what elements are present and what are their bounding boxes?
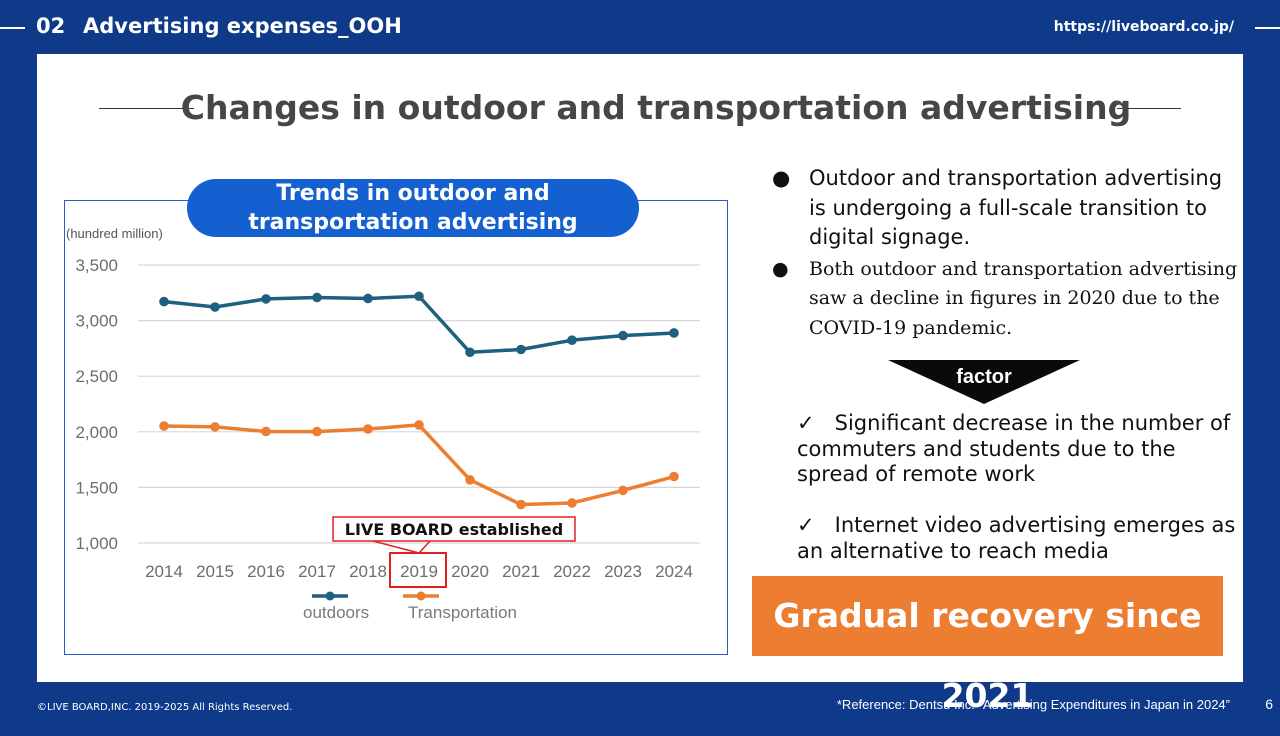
factor-arrow-icon: [888, 360, 1080, 404]
reference-note: *Reference: Dentsu Inc. “Advertising Exp…: [836, 697, 1230, 712]
series-line-outdoors: [163, 294, 675, 355]
chart-title-line-1: Trends in outdoor and: [276, 181, 550, 206]
series-line-transportation: [163, 423, 675, 507]
data-point-outdoors: [567, 335, 577, 345]
line-chart: 3,500 3,000 2,500 2,000 1,500 1,000 (hundred m…: [66, 226, 700, 622]
bullet-text-2: Both outdoor and transportation advertis…: [809, 257, 1238, 339]
header-line-right: [1255, 27, 1280, 29]
x-tick-label: 2018: [349, 562, 387, 581]
check-item-2: ✓ Internet video advertising emerges as …: [797, 513, 1237, 564]
check-icon: ✓: [797, 411, 815, 435]
legend-marker-outdoors: [325, 591, 335, 601]
copyright: ©LIVE BOARD,INC. 2019-2025 All Rights Re…: [37, 702, 293, 713]
annotation-label-box: [332, 516, 576, 542]
data-point-outdoors: [159, 296, 169, 307]
y-tick-label: 2,500: [75, 367, 118, 386]
annotation-label: LIVE BOARD established: [345, 520, 563, 539]
check-text-2: Internet video advertising emerges as an…: [797, 513, 1236, 563]
legend-marker-transportation: [416, 591, 426, 601]
data-point-outdoors: [261, 294, 271, 304]
x-tick-label: 2022: [553, 562, 591, 581]
site-url[interactable]: https://liveboard.co.jp/: [1053, 19, 1234, 35]
conclusion-banner: Gradual recovery since 2021: [752, 576, 1223, 715]
y-unit-label: (hundred million): [66, 226, 163, 241]
legend-label-transportation: Transportation: [408, 603, 517, 622]
bullet-item-2: ● Both outdoor and transportation advert…: [770, 255, 1240, 344]
check-icon: ✓: [797, 513, 815, 537]
data-point-transportation: [567, 498, 577, 508]
title-rule-right: [1117, 108, 1181, 109]
data-point-transportation: [261, 426, 271, 437]
data-point-transportation: [618, 485, 628, 496]
bullet-dot-icon: ●: [772, 166, 791, 190]
data-point-outdoors: [669, 328, 679, 338]
data-point-transportation: [414, 420, 424, 430]
chart-title: Trends in outdoor and transportation adv…: [187, 179, 639, 264]
header-line-left: [0, 27, 25, 29]
y-tick-label: 1,500: [75, 478, 118, 497]
x-tick-label: 2021: [502, 562, 540, 581]
y-tick-label: 1,000: [75, 534, 118, 553]
x-tick-label: 2024: [655, 562, 693, 581]
data-point-transportation: [159, 421, 169, 431]
bullet-dot-icon: ●: [772, 257, 789, 280]
x-tick-label: 2016: [247, 562, 285, 581]
check-text-1: Significant decrease in the number of co…: [797, 411, 1231, 486]
section-title: Advertising expenses_OOH: [83, 14, 402, 38]
title-rule-left: [99, 108, 194, 109]
data-point-outdoors: [618, 330, 628, 341]
x-tick-label: 2019: [400, 562, 438, 581]
y-tick-label: 2,000: [75, 423, 118, 442]
factor-label: factor: [956, 366, 1012, 388]
data-point-transportation: [669, 471, 679, 482]
legend-label-outdoors: outdoors: [303, 603, 369, 622]
data-point-outdoors: [210, 302, 220, 312]
data-point-transportation: [363, 424, 373, 434]
y-tick-label: 3,500: [75, 256, 118, 275]
y-tick-label: 3,000: [75, 312, 118, 331]
data-point-outdoors: [465, 347, 475, 358]
page-number: 6: [1265, 696, 1273, 712]
data-point-transportation: [312, 426, 322, 437]
data-point-outdoors: [312, 292, 322, 303]
x-tick-label: 2020: [451, 562, 489, 581]
bullet-list: ● Outdoor and transportation advertising…: [770, 164, 1240, 343]
data-point-transportation: [516, 499, 526, 510]
data-point-transportation: [210, 422, 220, 432]
slide-title: Changes in outdoor and transportation ad…: [180, 88, 1132, 127]
data-point-outdoors: [414, 291, 424, 302]
chart-title-line-2: transportation advertising expenses: [248, 210, 578, 264]
x-tick-label: 2023: [604, 562, 642, 581]
data-point-outdoors: [363, 293, 373, 304]
section-number: 02: [36, 14, 66, 38]
check-item-1: ✓ Significant decrease in the number of …: [797, 411, 1237, 488]
x-tick-label: 2015: [196, 562, 234, 581]
x-tick-label: 2017: [298, 562, 336, 581]
data-point-transportation: [465, 475, 475, 485]
x-tick-label: 2014: [145, 562, 183, 581]
bullet-text-1: Outdoor and transportation advertising i…: [809, 166, 1223, 249]
data-point-outdoors: [516, 344, 526, 355]
bullet-item-1: ● Outdoor and transportation advertising…: [770, 164, 1240, 253]
annotation-pointer: [368, 539, 432, 554]
